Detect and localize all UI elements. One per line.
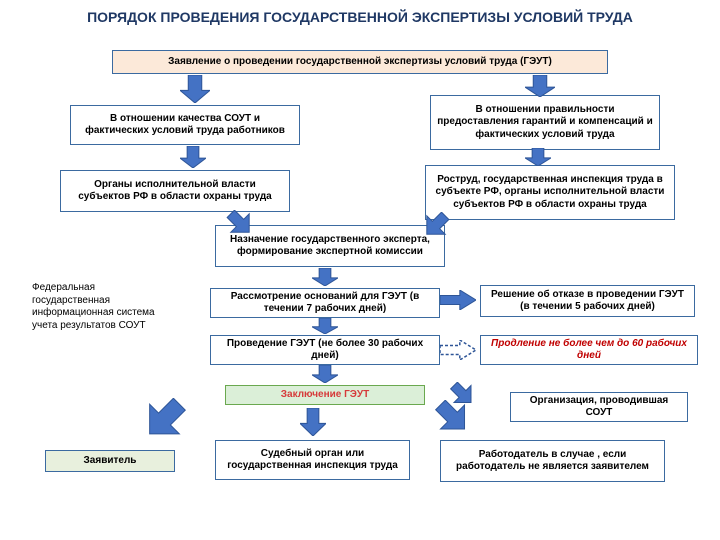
node-n9: Проведение ГЭУТ (не более 30 рабочих дне… bbox=[210, 335, 440, 365]
node-n4: Органы исполнительной власти субъектов Р… bbox=[60, 170, 290, 212]
arrow bbox=[312, 318, 338, 334]
node-n12: Организация, проводившая СОУТ bbox=[510, 392, 688, 422]
node-n15: Судебный орган или государственная инспе… bbox=[215, 440, 410, 480]
page-title: ПОРЯДОК ПРОВЕДЕНИЯ ГОСУДАРСТВЕННОЙ ЭКСПЕ… bbox=[0, 0, 720, 30]
node-n16: Работодатель в случае , если работодател… bbox=[440, 440, 665, 482]
node-n5: Роструд, государственная инспекция труда… bbox=[425, 165, 675, 220]
arrow bbox=[142, 398, 187, 440]
arrow bbox=[418, 212, 454, 238]
node-n2: В отношении качества СОУТ и фактических … bbox=[70, 105, 300, 145]
arrow bbox=[440, 340, 476, 360]
arrow bbox=[440, 290, 476, 310]
arrow bbox=[312, 268, 338, 286]
node-n3: В отношении правильности предоставления … bbox=[430, 95, 660, 150]
arrow bbox=[222, 210, 258, 236]
arrow bbox=[525, 148, 551, 166]
node-n14: Заявитель bbox=[45, 450, 175, 472]
arrow bbox=[180, 75, 210, 103]
node-n10: Продление не более чем до 60 рабочих дне… bbox=[480, 335, 698, 365]
node-n11: Заключение ГЭУТ bbox=[225, 385, 425, 405]
node-n1: Заявление о проведении государственной э… bbox=[112, 50, 608, 74]
node-n8: Решение об отказе в проведении ГЭУТ (в т… bbox=[480, 285, 695, 317]
arrow bbox=[300, 408, 326, 436]
node-n7: Рассмотрение оснований для ГЭУТ (в течен… bbox=[210, 288, 440, 318]
arrow bbox=[430, 400, 475, 434]
arrow bbox=[180, 146, 206, 168]
node-n13: Федеральная государственная информационн… bbox=[25, 268, 165, 346]
arrow bbox=[525, 75, 555, 97]
arrow bbox=[312, 365, 338, 383]
